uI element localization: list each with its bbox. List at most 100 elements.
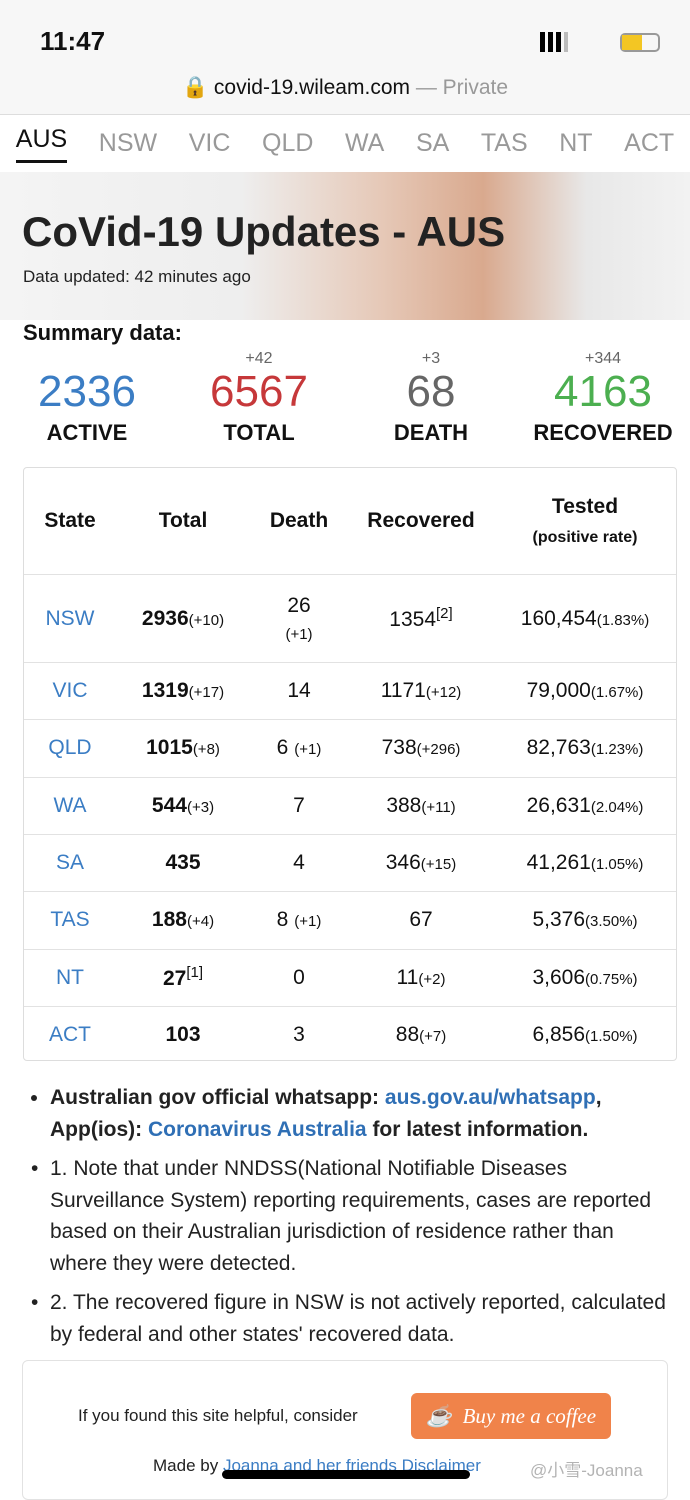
header-sub: (positive rate) <box>532 529 638 546</box>
tab[interactable]: SA <box>415 129 450 157</box>
tab[interactable]: ACT <box>624 129 675 157</box>
cell-line: 5,376(3.50%) <box>532 908 637 932</box>
table-row: NSW 2936(+10) 26 (+1) 1354[2] 160,454(1.83%) <box>24 574 676 662</box>
coffee-button[interactable]: ☕ Buy me a coffee <box>411 1393 611 1439</box>
note-text: 2. The recovered figure in NSW is not ac… <box>50 1291 666 1346</box>
value: 11 <box>396 965 419 989</box>
change: (+1) <box>285 626 313 643</box>
tab[interactable]: QLD <box>262 129 314 157</box>
value: 2336 <box>38 367 136 416</box>
url-bar[interactable]: 🔒 covid-19.wileam.com — Private <box>181 76 509 99</box>
cell-line: 88(+7) <box>396 1023 446 1047</box>
value: 346 <box>385 851 421 875</box>
browser-chrome: 11:47 🔒 covid-19.wileam.com — Private <box>0 0 690 115</box>
table-row: QLD 1015(+8) 6 (+1) 738(+296) 82,763(1.23%) <box>24 719 676 776</box>
cell-line: 79,000(1.67%) <box>527 679 644 703</box>
recovered-cell: 1171(+12) <box>381 663 462 719</box>
state-cell[interactable]: ACT <box>49 1022 91 1046</box>
value: 6567 <box>210 367 308 416</box>
watermark: @小雪-Joanna <box>530 1461 643 1480</box>
cell-line: 103 <box>165 1023 200 1047</box>
state-cell[interactable]: TAS <box>50 908 90 932</box>
summary-item: +42 6567 TOTAL <box>173 350 345 446</box>
total-cell: 1319(+17) <box>142 663 224 719</box>
note-link[interactable]: Coronavirus Australia <box>147 1117 367 1141</box>
recovered-cell: 88(+7) <box>396 1007 446 1063</box>
death-cell: 0 <box>293 950 305 1006</box>
recovered-cell: 346(+15) <box>386 835 456 891</box>
value: 1319 <box>141 679 189 703</box>
tested-cell: 79,000(1.67%) <box>527 663 644 719</box>
change: (+3) <box>186 798 215 816</box>
value: 67 <box>409 908 433 932</box>
private: — Private <box>415 76 509 99</box>
cell-line: 6,856(1.50%) <box>532 1023 637 1047</box>
header-cell: Total <box>159 468 208 574</box>
footnote-ref: [1] <box>186 964 204 982</box>
value: 26 <box>287 594 311 617</box>
footnote-ref: [2] <box>436 605 453 622</box>
state-cell[interactable]: QLD <box>48 736 92 760</box>
tested-cell: 5,376(3.50%) <box>532 892 637 948</box>
state-cell[interactable]: WA <box>53 793 87 817</box>
cell-line: 7 <box>293 794 305 818</box>
table: State Total Death Recovered Tested (positive … <box>23 467 677 1061</box>
header-cell: Death <box>270 468 328 574</box>
state-cell[interactable]: SA <box>55 851 85 875</box>
cell-line: 346(+15) <box>386 851 456 875</box>
total-cell: 1015(+8) <box>146 720 220 776</box>
tested-cell: 6,856(1.50%) <box>532 1007 637 1063</box>
tab[interactable]: AUS <box>15 125 68 163</box>
table-row: ACT 103 3 88(+7) 6,856(1.50%) <box>24 1005 676 1063</box>
cell-line: 1015(+8) <box>146 736 220 760</box>
total-cell: 27[1] <box>163 950 203 1006</box>
note-list: Australian gov official whatsapp: aus.go… <box>22 1082 672 1350</box>
death-cell: 8 (+1) <box>277 892 322 948</box>
value: 88 <box>395 1022 420 1046</box>
cell-line: 160,454(1.83%) <box>521 607 649 631</box>
death-cell: 7 <box>293 778 305 834</box>
delta: +42 <box>245 350 273 367</box>
tested-cell: 82,763(1.23%) <box>527 720 644 776</box>
tab[interactable]: TAS <box>480 129 528 157</box>
cell-line: 544(+3) <box>152 794 214 818</box>
change: (3.50%) <box>585 913 638 931</box>
change: (+17) <box>188 684 225 702</box>
hero: CoVid-19 Updates - AUS Data updated: 42 … <box>0 172 690 320</box>
change: (1.50%) <box>585 1027 638 1045</box>
tabs: AUS NSW VIC QLD WA SA TAS NT ACT <box>0 115 690 172</box>
value: 544 <box>151 793 187 817</box>
label: RECOVERED <box>533 420 673 445</box>
tab[interactable]: NT <box>559 129 593 157</box>
change: (1.05%) <box>590 856 644 874</box>
change: (+12) <box>425 684 462 702</box>
tab[interactable]: WA <box>345 129 385 157</box>
note-bold: Australian gov official whatsapp: <box>50 1086 385 1109</box>
header-cell: Tested (positive rate) <box>533 468 638 574</box>
cell-line: 738(+296) <box>382 736 461 760</box>
tab[interactable]: NSW <box>98 129 158 157</box>
label: ACTIVE <box>46 420 128 445</box>
cell-line: 435 <box>165 851 200 875</box>
value: 1171 <box>380 679 426 703</box>
change: (+15) <box>420 856 457 874</box>
state-cell[interactable]: VIC <box>52 679 88 703</box>
note-bold: for latest information. <box>366 1117 589 1141</box>
recovered-cell: 11(+2) <box>397 950 446 1006</box>
label: DEATH <box>393 420 469 445</box>
change: (+10) <box>188 611 225 629</box>
time: 11:47 <box>40 26 106 56</box>
value: 41,261 <box>526 851 591 875</box>
value: 738 <box>381 736 417 760</box>
state-cell[interactable]: NT <box>56 965 84 989</box>
note-link[interactable]: aus.gov.au/whatsapp <box>384 1086 596 1109</box>
state-cell[interactable]: NSW <box>45 606 95 630</box>
value: 27 <box>162 967 187 991</box>
total-cell: 2936(+10) <box>142 575 224 662</box>
value: 3,606 <box>532 965 586 989</box>
url: covid-19.wileam.com <box>213 76 410 99</box>
recovered-cell: 1354[2] <box>389 575 452 662</box>
tab[interactable]: VIC <box>188 129 231 157</box>
change: (+8) <box>192 741 220 759</box>
change: (0.75%) <box>585 970 638 988</box>
